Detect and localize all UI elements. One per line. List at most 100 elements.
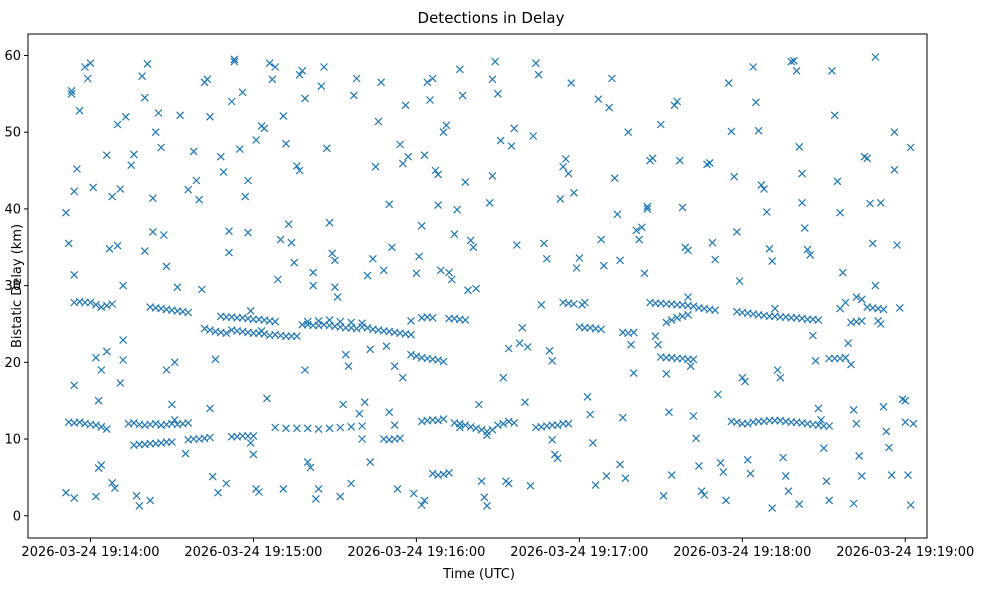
y-tick-label: 50	[4, 126, 21, 141]
data-point	[705, 158, 714, 167]
data-point	[439, 128, 448, 137]
data-point	[355, 409, 364, 418]
data-point	[404, 152, 413, 161]
x-tick-label: 2026-03-24 19:18:00	[673, 545, 811, 560]
x-tick-label: 2026-03-24 19:16:00	[347, 545, 485, 560]
data-point	[91, 353, 100, 362]
data-point	[189, 147, 198, 156]
data-point	[847, 360, 855, 369]
data-point	[567, 79, 576, 88]
data-point	[412, 269, 421, 278]
data-point	[879, 402, 888, 411]
data-point	[75, 106, 84, 115]
data-point	[244, 176, 252, 185]
data-point	[374, 117, 383, 126]
data-point	[817, 415, 826, 424]
data-point	[328, 249, 337, 258]
data-point	[684, 246, 692, 255]
data-point	[798, 169, 807, 178]
data-point	[325, 218, 334, 227]
data-point	[368, 254, 377, 263]
data-point	[67, 89, 76, 98]
data-point	[754, 126, 763, 135]
data-point	[292, 424, 301, 433]
data-point	[407, 330, 415, 339]
data-point	[461, 316, 470, 325]
data-point	[556, 194, 565, 203]
data-point	[830, 111, 839, 120]
y-axis-label: Bistatic Delay (km)	[10, 224, 25, 348]
data-point	[670, 101, 679, 110]
data-point	[385, 200, 394, 209]
data-point	[445, 268, 453, 277]
data-point	[91, 421, 100, 430]
data-point	[279, 484, 288, 493]
data-point	[143, 59, 152, 68]
data-point	[483, 431, 491, 440]
data-point	[561, 155, 570, 163]
data-point	[284, 220, 293, 229]
data-point	[789, 56, 798, 65]
data-point	[157, 143, 166, 152]
data-point	[694, 461, 703, 470]
data-point	[618, 413, 627, 422]
data-point	[325, 424, 334, 433]
data-point	[727, 127, 736, 136]
data-point	[387, 243, 396, 252]
x-axis-label: Time (UTC)	[442, 567, 515, 582]
data-point	[290, 258, 299, 267]
data-point	[684, 293, 692, 302]
data-point	[83, 74, 92, 83]
data-point	[833, 177, 842, 186]
data-point	[591, 481, 600, 490]
data-point	[398, 159, 407, 168]
data-point	[529, 132, 538, 140]
data-point	[792, 66, 801, 75]
data-point	[89, 183, 98, 192]
data-point	[206, 112, 214, 121]
data-point	[540, 239, 548, 248]
data-point	[352, 74, 361, 83]
data-point	[716, 458, 725, 467]
data-point	[423, 78, 432, 87]
y-axis: 0 10 20 30 40 50 60	[4, 49, 28, 524]
data-point	[390, 421, 399, 430]
data-point	[632, 226, 641, 235]
data-point	[434, 201, 443, 210]
data-point	[564, 419, 573, 428]
data-point	[309, 268, 318, 277]
data-point	[515, 339, 524, 348]
data-point	[762, 208, 771, 216]
data-point	[339, 400, 348, 409]
data-point	[431, 166, 440, 175]
data-point	[819, 444, 828, 453]
data-point	[271, 423, 280, 432]
data-point	[428, 313, 437, 322]
data-point	[360, 398, 369, 407]
data-point	[102, 301, 111, 310]
data-point	[746, 469, 755, 478]
data-point	[730, 172, 739, 181]
data-point	[659, 491, 668, 500]
data-point	[428, 74, 437, 83]
data-point	[602, 471, 611, 480]
data-point	[814, 404, 823, 413]
data-point	[548, 356, 557, 365]
data-point	[181, 449, 190, 458]
data-point	[583, 392, 592, 401]
data-point	[314, 425, 323, 434]
data-point	[542, 254, 551, 263]
data-point	[838, 268, 847, 277]
data-point	[64, 239, 73, 248]
data-point	[627, 340, 635, 349]
data-point	[849, 405, 858, 414]
data-point	[287, 238, 296, 247]
data-point	[534, 70, 543, 79]
data-point	[493, 89, 502, 98]
data-point	[822, 477, 831, 486]
data-point	[303, 317, 312, 326]
y-tick-label: 40	[4, 202, 21, 217]
data-point	[317, 82, 326, 91]
data-point	[798, 198, 807, 207]
